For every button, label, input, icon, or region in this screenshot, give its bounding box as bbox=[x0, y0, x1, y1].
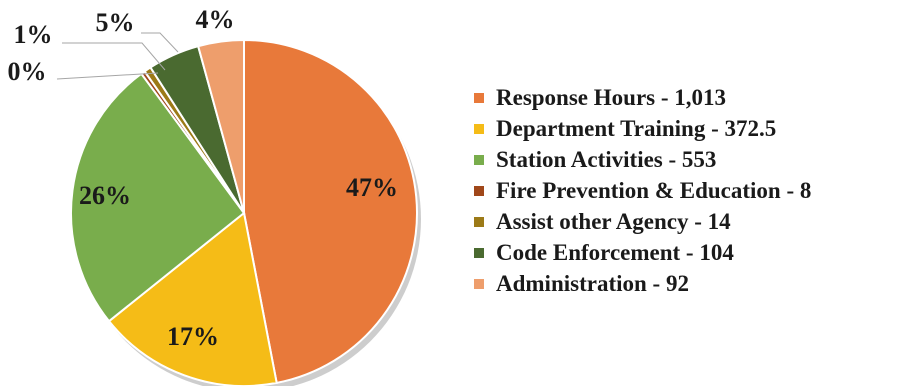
legend-swatch bbox=[474, 247, 484, 258]
legend-label: Response Hours - 1,013 bbox=[496, 84, 727, 110]
pie-slice bbox=[243, 38, 418, 385]
legend-item: Fire Prevention & Education - 8 bbox=[474, 175, 811, 206]
legend-label: Assist other Agency - 14 bbox=[496, 208, 731, 234]
legend-item: Administration - 92 bbox=[474, 268, 811, 299]
leader-line bbox=[141, 32, 179, 53]
legend-label: Department Training - 372.5 bbox=[496, 115, 777, 141]
slice-percent-label: 26% bbox=[79, 181, 131, 210]
legend-item: Code Enforcement - 104 bbox=[474, 237, 811, 268]
leader-line bbox=[56, 72, 159, 80]
legend-label: Administration - 92 bbox=[496, 270, 689, 296]
legend: Response Hours - 1,013 Department Trainin… bbox=[474, 82, 811, 299]
slice-percent-label: 47% bbox=[346, 173, 398, 202]
legend-swatch bbox=[474, 92, 484, 103]
legend-item: Assist other Agency - 14 bbox=[474, 206, 811, 237]
slice-percent-label: 17% bbox=[167, 322, 219, 351]
slice-percent-label: 5% bbox=[96, 8, 135, 37]
legend-swatch bbox=[474, 278, 484, 289]
legend-swatch bbox=[474, 216, 484, 227]
legend-swatch bbox=[474, 154, 484, 165]
legend-swatch bbox=[474, 123, 484, 134]
legend-label: Station Activities - 553 bbox=[496, 146, 717, 172]
leader-line bbox=[62, 42, 166, 71]
slice-percent-label: 1% bbox=[14, 20, 53, 49]
legend-item: Department Training - 372.5 bbox=[474, 113, 811, 144]
slice-percent-label: 0% bbox=[8, 57, 47, 86]
pie-slice bbox=[107, 211, 278, 387]
legend-item: Response Hours - 1,013 bbox=[474, 82, 811, 113]
slice-percent-label: 4% bbox=[196, 5, 235, 34]
pie-slice bbox=[70, 72, 246, 323]
legend-label: Fire Prevention & Education - 8 bbox=[496, 177, 812, 203]
pie-slice bbox=[196, 38, 245, 214]
legend-item: Station Activities - 553 bbox=[474, 144, 811, 175]
legend-label: Code Enforcement - 104 bbox=[496, 239, 734, 265]
legend-swatch bbox=[474, 185, 484, 196]
